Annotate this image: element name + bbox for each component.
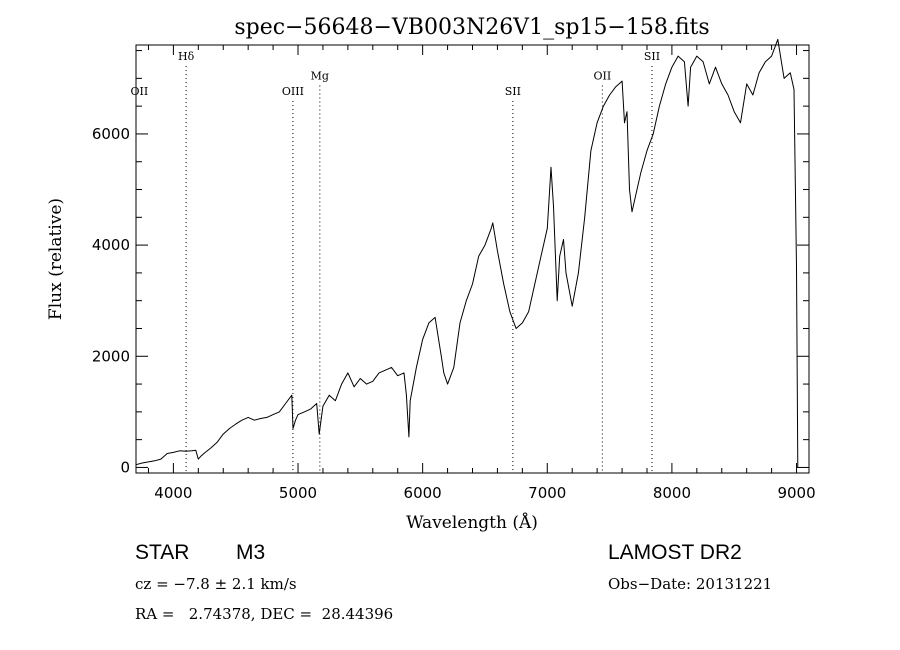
redshift-readout: cz = −7.8 ± 2.1 km/s: [135, 575, 297, 593]
line-marker-label: SII: [644, 50, 660, 63]
observation-date: Obs−Date: 20131221: [608, 575, 773, 593]
line-marker-label: SII: [505, 85, 521, 98]
x-tick-label: 8000: [653, 484, 691, 502]
x-tick-label: 7000: [528, 484, 566, 502]
axis-ticks: [136, 45, 809, 473]
emission-line-markers: [185, 66, 653, 473]
line-marker-label: OII: [594, 69, 612, 82]
line-marker-label: OIII: [282, 85, 304, 98]
line-marker-label: Hδ: [178, 50, 195, 63]
coordinates-readout: RA = 2.74378, DEC = 28.44396: [135, 605, 394, 623]
line-marker-label: Mg: [311, 69, 329, 82]
tick-labels: 4000 5000 6000 7000 8000 9000 0 2000 4000 6000: [92, 125, 816, 502]
y-tick-label: 4000: [92, 236, 130, 254]
survey-name: LAMOST DR2: [608, 541, 742, 564]
emission-line-labels: OII Hδ OIII Mg SII OII SII: [131, 50, 661, 98]
spectrum-line: [135, 38, 799, 468]
plot-frame: [135, 44, 810, 474]
x-tick-label: 5000: [279, 484, 317, 502]
x-tick-label: 6000: [404, 484, 442, 502]
line-marker-label: OII: [131, 85, 149, 98]
y-tick-label: 0: [120, 458, 130, 476]
object-class: STAR: [135, 541, 190, 564]
chart-title: spec−56648−VB003N26V1_sp15−158.fits: [234, 15, 709, 40]
x-axis-label: Wavelength (Å): [406, 512, 538, 533]
object-subclass: M3: [236, 541, 266, 564]
x-tick-label: 9000: [777, 484, 815, 502]
y-tick-label: 2000: [92, 347, 130, 365]
x-tick-label: 4000: [154, 484, 192, 502]
y-tick-label: 6000: [92, 125, 130, 143]
y-axis-label: Flux (relative): [46, 198, 66, 320]
